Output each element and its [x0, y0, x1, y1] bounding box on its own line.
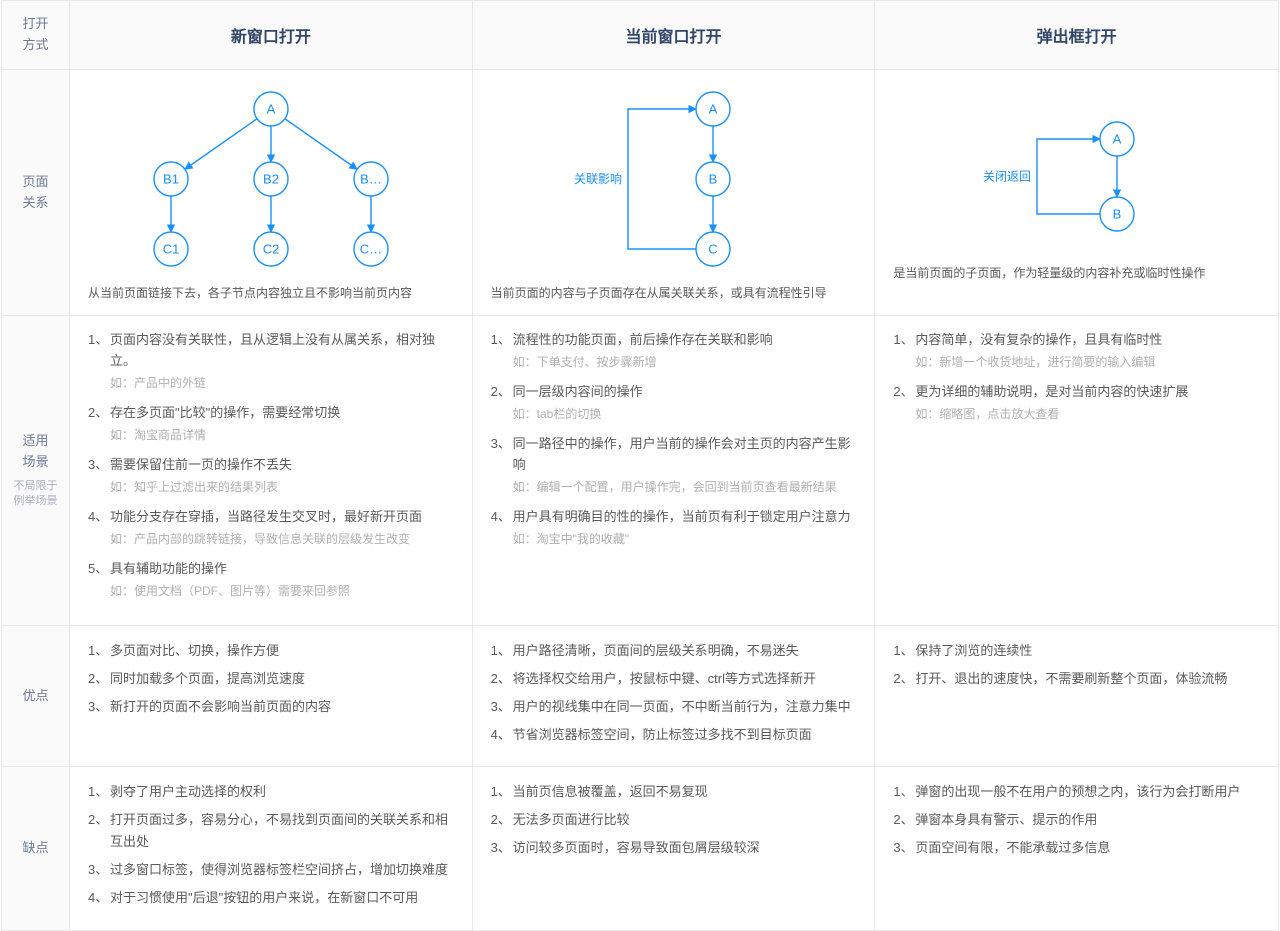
rowhead-scenario: 适用 场景 不局限于 例举场景: [2, 316, 70, 626]
svg-text:A: A: [266, 102, 275, 117]
scenario-example: 如：产品中的外链: [110, 374, 454, 393]
scenario-example: 如：下单支付、按步骤新增: [513, 353, 857, 372]
pros-popup: 保持了浏览的连续性打开、退出的速度快，不需要刷新整个页面，体验流畅: [875, 626, 1278, 767]
svg-text:C2: C2: [263, 242, 280, 257]
svg-text:B: B: [1112, 207, 1121, 222]
list-item: 节省浏览器标签空间，防止标签过多找不到目标页面: [491, 724, 857, 746]
scenario-item: 流程性的功能页面，前后操作存在关联和影响如：下单支付、按步骤新增: [491, 330, 857, 372]
list-item: 用户的视线集中在同一页面，不中断当前行为，注意力集中: [491, 696, 857, 718]
scenario-example: 如：tab栏的切换: [513, 405, 857, 424]
svg-text:C: C: [709, 242, 718, 257]
scenario-item: 同一路径中的操作，用户当前的操作会对主页的内容产生影响如：编辑一个配置，用户操作…: [491, 434, 857, 497]
svg-text:A: A: [1112, 132, 1121, 147]
diagram-popup: 关闭返回 A B 是当前页面的子页面，作为轻量级的内容补充或临时性操作: [875, 70, 1278, 316]
svg-text:关闭返回: 关闭返回: [983, 170, 1031, 184]
scenario-example: 如：产品内部的跳转链接，导致信息关联的层级发生改变: [110, 530, 454, 549]
caption-popup: 是当前页面的子页面，作为轻量级的内容补充或临时性操作: [893, 264, 1260, 281]
svg-text:B…: B…: [360, 172, 382, 187]
scenario-item: 具有辅助功能的操作如：使用文档（PDF、图片等）需要来回参照: [88, 559, 454, 601]
list-item: 页面空间有限，不能承载过多信息: [893, 837, 1260, 859]
list-item: 剥夺了用户主动选择的权利: [88, 781, 454, 803]
scenario-item: 存在多页面"比较"的操作，需要经常切换如：淘宝商品详情: [88, 403, 454, 445]
cons-same-window: 当前页信息被覆盖，返回不易复现无法多页面进行比较访问较多页面时，容易导致面包屑层…: [473, 767, 876, 929]
list-item: 弹窗本身具有警示、提示的作用: [893, 809, 1260, 831]
list-item: 用户路径清晰，页面间的层级关系明确，不易迷失: [491, 640, 857, 662]
scenario-item: 内容简单，没有复杂的操作，且具有临时性如：新增一个收货地址，进行简要的输入编辑: [893, 330, 1260, 372]
list-item: 当前页信息被覆盖，返回不易复现: [491, 781, 857, 803]
scenario-example: 如：使用文档（PDF、图片等）需要来回参照: [110, 582, 454, 601]
cons-new-window: 剥夺了用户主动选择的权利打开页面过多，容易分心，不易找到页面间的关联关系和相互出…: [70, 767, 473, 929]
scenario-example: 如：淘宝商品详情: [110, 426, 454, 445]
list-item: 弹窗的出现一般不在用户的预想之内，该行为会打断用户: [893, 781, 1260, 803]
list-item: 打开、退出的速度快，不需要刷新整个页面，体验流畅: [893, 668, 1260, 690]
scenario-new-window: 页面内容没有关联性，且从逻辑上没有从属关系，相对独立。如：产品中的外链存在多页面…: [70, 316, 473, 626]
cons-popup: 弹窗的出现一般不在用户的预想之内，该行为会打断用户弹窗本身具有警示、提示的作用页…: [875, 767, 1278, 929]
scenario-example: 如：缩略图，点击放大查看: [915, 405, 1260, 424]
scenario-example: 如：新增一个收货地址，进行简要的输入编辑: [915, 353, 1260, 372]
pros-same-window: 用户路径清晰，页面间的层级关系明确，不易迷失将选择权交给用户，按鼠标中键、ctr…: [473, 626, 876, 767]
colhead-new-window: 新窗口打开: [70, 1, 473, 70]
scenario-example: 如：编辑一个配置，用户操作完，会回到当前页查看最新结果: [513, 478, 857, 497]
list-item: 打开页面过多，容易分心，不易找到页面间的关联关系和相互出处: [88, 809, 454, 853]
svg-text:B1: B1: [163, 172, 179, 187]
scenario-item: 同一层级内容间的操作如：tab栏的切换: [491, 382, 857, 424]
scenario-item: 更为详细的辅助说明，是对当前内容的快速扩展如：缩略图，点击放大查看: [893, 382, 1260, 424]
svg-text:C…: C…: [360, 242, 382, 257]
caption-same-window: 当前页面的内容与子页面存在从属关联关系，或具有流程性引导: [491, 284, 857, 301]
list-item: 新打开的页面不会影响当前页面的内容: [88, 696, 454, 718]
list-item: 将选择权交给用户，按鼠标中键、ctrl等方式选择新开: [491, 668, 857, 690]
rowhead-relation: 页面 关系: [2, 70, 70, 316]
list-item: 多页面对比、切换，操作方便: [88, 640, 454, 662]
pros-new-window: 多页面对比、切换，操作方便同时加载多个页面，提高浏览速度新打开的页面不会影响当前…: [70, 626, 473, 767]
svg-text:关联影响: 关联影响: [574, 171, 622, 186]
scenario-example: 如：知乎上过滤出来的结果列表: [110, 478, 454, 497]
caption-new-window: 从当前页面链接下去，各子节点内容独立且不影响当前页内容: [88, 284, 454, 301]
svg-text:B: B: [709, 172, 718, 187]
diagram-same-window: 关联影响 A B C 当前页面的内容与子页面存在从属关联关系，或具有流程性引导: [473, 70, 876, 316]
list-item: 访问较多页面时，容易导致面包屑层级较深: [491, 837, 857, 859]
svg-text:B2: B2: [263, 172, 279, 187]
list-item: 无法多页面进行比较: [491, 809, 857, 831]
svg-text:A: A: [709, 102, 718, 117]
list-item: 过多窗口标签，使得浏览器标签栏空间挤占，增加切换难度: [88, 859, 454, 881]
scenario-item: 需要保留住前一页的操作不丢失如：知乎上过滤出来的结果列表: [88, 455, 454, 497]
rowhead-cons: 缺点: [2, 767, 70, 929]
scenario-item: 用户具有明确目的性的操作，当前页有利于锁定用户注意力如：淘宝中"我的收藏": [491, 507, 857, 549]
colhead-popup: 弹出框打开: [875, 1, 1278, 70]
scenario-item: 页面内容没有关联性，且从逻辑上没有从属关系，相对独立。如：产品中的外链: [88, 330, 454, 393]
comparison-table: 打开 方式 新窗口打开 当前窗口打开 弹出框打开 页面 关系 A B1 B2 B… C1…: [1, 0, 1279, 931]
list-item: 同时加载多个页面，提高浏览速度: [88, 668, 454, 690]
rowhead-open: 打开 方式: [2, 1, 70, 70]
list-item: 对于习惯使用"后退"按钮的用户来说，在新窗口不可用: [88, 887, 454, 909]
scenario-popup: 内容简单，没有复杂的操作，且具有临时性如：新增一个收货地址，进行简要的输入编辑更…: [875, 316, 1278, 626]
scenario-item: 功能分支存在穿插，当路径发生交叉时，最好新开页面如：产品内部的跳转链接，导致信息…: [88, 507, 454, 549]
scenario-same-window: 流程性的功能页面，前后操作存在关联和影响如：下单支付、按步骤新增同一层级内容间的…: [473, 316, 876, 626]
rowhead-pros: 优点: [2, 626, 70, 767]
list-item: 保持了浏览的连续性: [893, 640, 1260, 662]
colhead-same-window: 当前窗口打开: [473, 1, 876, 70]
svg-text:C1: C1: [163, 242, 180, 257]
scenario-example: 如：淘宝中"我的收藏": [513, 530, 857, 549]
diagram-new-window: A B1 B2 B… C1 C2 C… 从当前页面链接下去，各子节点内容独立且不影响当前页内…: [70, 70, 473, 316]
